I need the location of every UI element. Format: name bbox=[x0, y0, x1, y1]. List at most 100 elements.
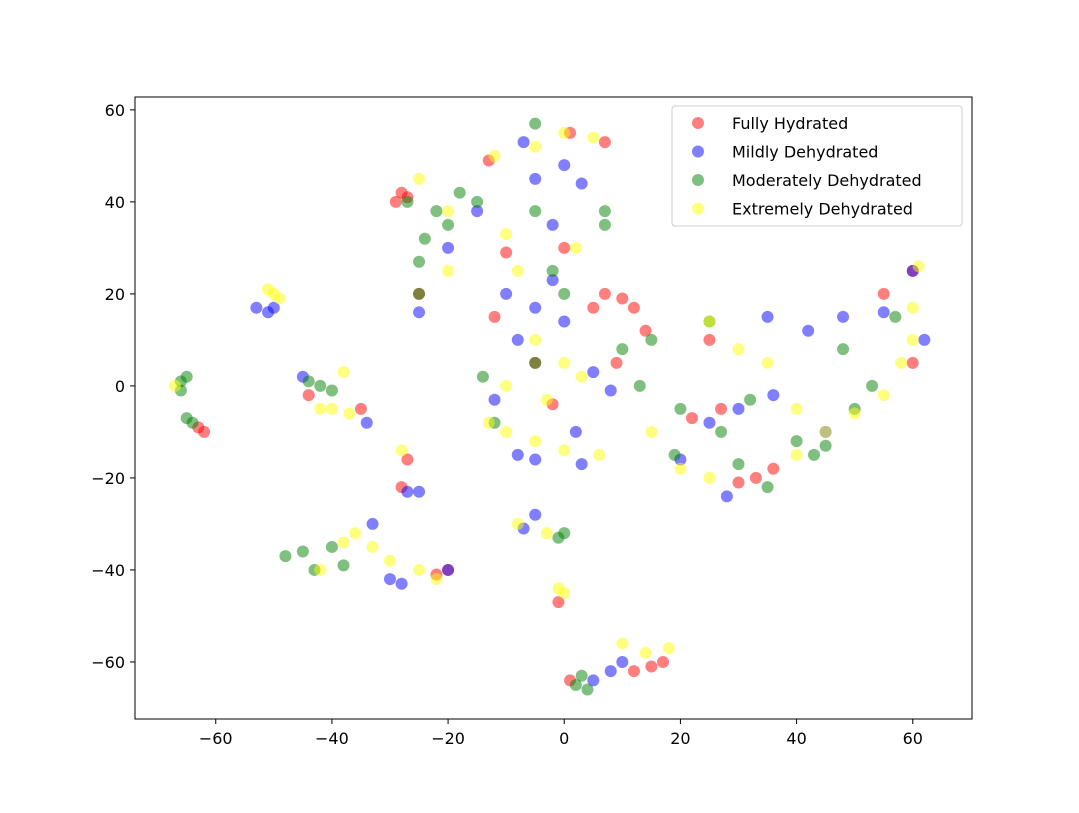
point bbox=[761, 356, 774, 369]
point bbox=[761, 481, 774, 494]
point bbox=[569, 241, 582, 254]
point bbox=[401, 195, 414, 208]
points bbox=[169, 117, 931, 696]
y-tick-label: 40 bbox=[105, 193, 125, 212]
point bbox=[587, 674, 600, 687]
point bbox=[558, 126, 571, 139]
point bbox=[546, 264, 559, 277]
point bbox=[325, 384, 338, 397]
point bbox=[383, 573, 396, 586]
point bbox=[476, 370, 489, 383]
point bbox=[790, 448, 803, 461]
point bbox=[558, 315, 571, 328]
point bbox=[587, 366, 600, 379]
point bbox=[500, 425, 513, 438]
point bbox=[413, 287, 426, 300]
point bbox=[389, 195, 402, 208]
point bbox=[395, 577, 408, 590]
axes-frame bbox=[134, 96, 973, 720]
point bbox=[401, 453, 414, 466]
point bbox=[442, 205, 455, 218]
point bbox=[744, 393, 757, 406]
point bbox=[610, 356, 623, 369]
point bbox=[889, 310, 902, 323]
y-tick-label: −60 bbox=[91, 653, 125, 672]
y-tick-label: −40 bbox=[91, 561, 125, 580]
point bbox=[837, 343, 850, 356]
point bbox=[325, 540, 338, 553]
x-tick-label: −60 bbox=[199, 729, 233, 748]
point bbox=[413, 306, 426, 319]
point bbox=[169, 379, 182, 392]
point bbox=[395, 444, 408, 457]
point bbox=[575, 370, 588, 383]
point bbox=[627, 665, 640, 678]
point bbox=[558, 444, 571, 457]
point bbox=[471, 205, 484, 218]
point bbox=[302, 389, 315, 402]
point bbox=[442, 264, 455, 277]
point bbox=[517, 136, 530, 149]
legend-label: Moderately Dehydrated bbox=[732, 171, 922, 190]
point bbox=[558, 356, 571, 369]
point bbox=[575, 177, 588, 190]
point bbox=[715, 425, 728, 438]
point bbox=[337, 536, 350, 549]
point bbox=[668, 448, 681, 461]
point bbox=[593, 448, 606, 461]
point bbox=[325, 402, 338, 415]
point bbox=[540, 527, 553, 540]
point bbox=[314, 563, 327, 576]
point bbox=[749, 471, 762, 484]
y-tick-label: 0 bbox=[115, 377, 125, 396]
point bbox=[413, 563, 426, 576]
point bbox=[558, 586, 571, 599]
y-tick-label: 60 bbox=[105, 101, 125, 120]
point bbox=[732, 476, 745, 489]
point bbox=[906, 333, 919, 346]
point bbox=[279, 550, 292, 563]
point bbox=[529, 301, 542, 314]
point bbox=[633, 379, 646, 392]
point bbox=[540, 393, 553, 406]
point bbox=[866, 379, 879, 392]
point bbox=[895, 356, 908, 369]
point bbox=[703, 315, 716, 328]
point bbox=[500, 287, 513, 300]
point bbox=[546, 274, 559, 287]
y-tick-label: 20 bbox=[105, 285, 125, 304]
point bbox=[471, 195, 484, 208]
point bbox=[767, 462, 780, 475]
point bbox=[819, 439, 832, 452]
point bbox=[546, 218, 559, 231]
x-tick-label: −40 bbox=[315, 729, 349, 748]
point bbox=[413, 485, 426, 498]
point bbox=[250, 301, 263, 314]
point bbox=[273, 292, 286, 305]
point bbox=[819, 425, 832, 438]
point bbox=[500, 228, 513, 241]
point bbox=[715, 402, 728, 415]
point bbox=[732, 343, 745, 356]
point bbox=[529, 205, 542, 218]
point bbox=[686, 412, 699, 425]
point bbox=[877, 287, 890, 300]
point bbox=[511, 448, 524, 461]
point bbox=[529, 333, 542, 346]
point bbox=[529, 117, 542, 130]
point bbox=[337, 366, 350, 379]
point bbox=[552, 596, 565, 609]
point bbox=[267, 301, 280, 314]
point bbox=[558, 287, 571, 300]
point bbox=[488, 393, 501, 406]
legend-label: Fully Hydrated bbox=[732, 114, 848, 133]
point bbox=[790, 402, 803, 415]
point bbox=[912, 260, 925, 273]
point bbox=[442, 241, 455, 254]
point bbox=[442, 218, 455, 231]
point bbox=[360, 416, 373, 429]
legend-marker bbox=[692, 145, 704, 158]
point bbox=[442, 563, 455, 576]
point bbox=[529, 356, 542, 369]
